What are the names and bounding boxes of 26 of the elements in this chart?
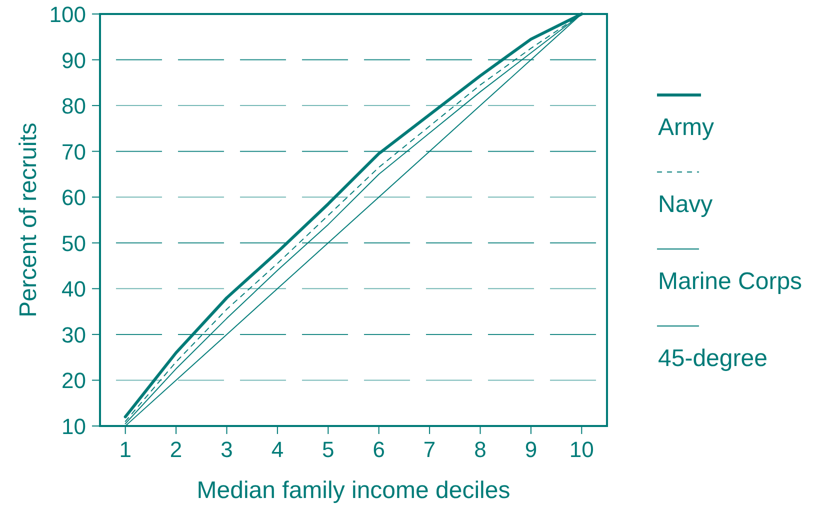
y-tick-label: 90 [62, 48, 86, 73]
y-tick-label: 20 [62, 368, 86, 394]
x-tick-label: 5 [322, 437, 334, 462]
legend-label: 45-degree [658, 345, 768, 372]
legend-label: Marine Corps [658, 268, 802, 295]
x-axis-title: Median family income deciles [196, 477, 510, 504]
x-tick-label: 9 [524, 437, 538, 462]
y-tick-label: 100 [49, 2, 86, 27]
y-tick-label: 30 [62, 322, 86, 348]
x-tick-label: 1 [119, 437, 132, 462]
x-tick-label: 4 [271, 437, 284, 462]
y-tick-label: 40 [62, 276, 86, 302]
y-axis-title: Percent of recruits [15, 122, 42, 318]
x-tick-label: 10 [569, 437, 594, 462]
x-tick-label: 8 [474, 437, 486, 462]
y-tick-label: 60 [62, 185, 86, 210]
legend-label: Navy [658, 191, 713, 218]
legend-label: Army [658, 114, 714, 141]
x-tick-label: 3 [220, 437, 233, 462]
y-tick-label: 80 [62, 94, 86, 119]
y-tick-label: 10 [62, 414, 86, 439]
y-tick-label: 70 [62, 139, 86, 164]
x-tick-label: 6 [372, 437, 385, 462]
y-tick-label: 50 [62, 230, 86, 256]
x-tick-label: 2 [170, 437, 182, 462]
x-tick-label: 7 [423, 437, 436, 462]
